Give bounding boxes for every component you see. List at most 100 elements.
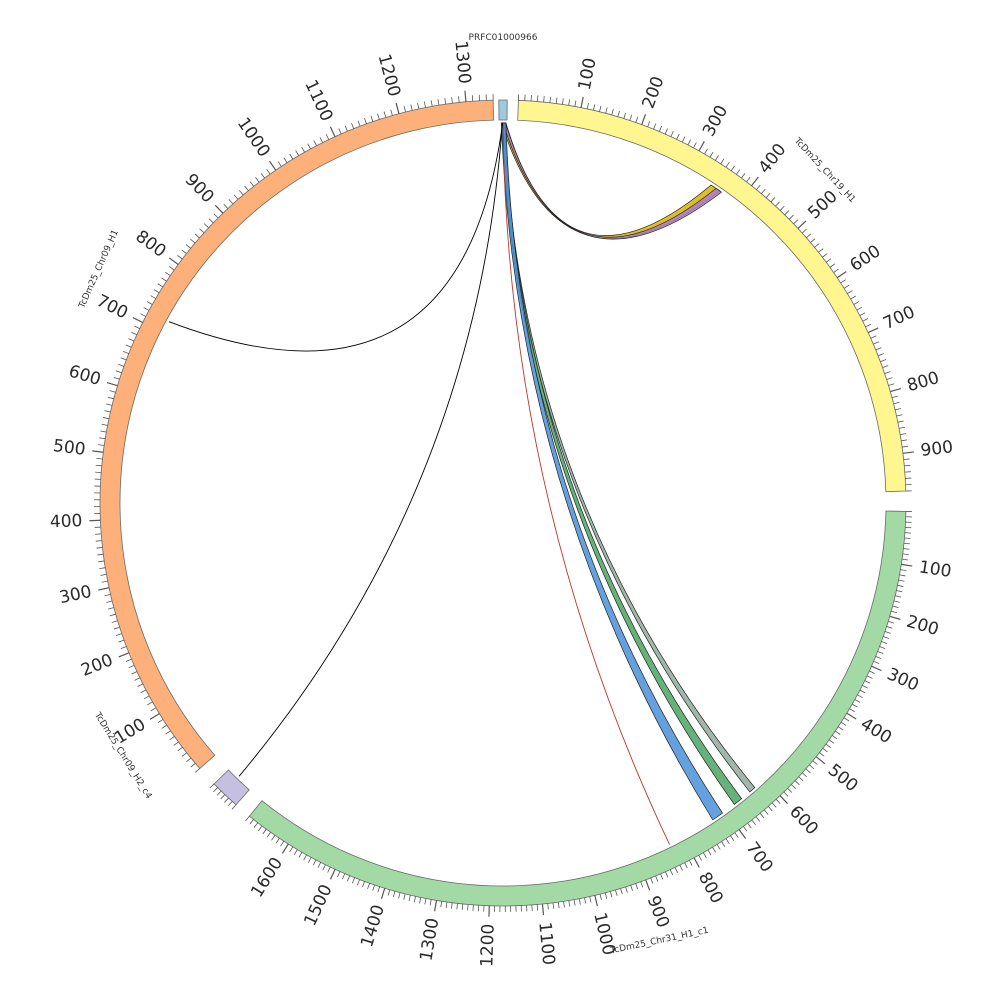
major-tick (780, 796, 788, 804)
minor-tick (606, 107, 608, 113)
minor-tick (425, 899, 426, 905)
minor-tick (308, 857, 311, 862)
minor-tick (147, 302, 152, 305)
minor-tick (883, 366, 889, 368)
minor-tick (337, 872, 339, 877)
minor-tick (100, 431, 106, 432)
tick-label: 900 (643, 893, 673, 930)
minor-tick (284, 158, 287, 163)
minor-tick (575, 101, 576, 107)
tick-label: 700 (93, 291, 131, 323)
minor-tick (682, 137, 685, 142)
minor-tick (112, 621, 118, 623)
minor-tick (320, 137, 323, 142)
major-tick (282, 844, 288, 853)
minor-tick (900, 434, 906, 435)
minor-tick (865, 324, 870, 327)
minor-tick (780, 206, 784, 210)
minor-tick (894, 601, 900, 602)
minor-tick (876, 348, 882, 350)
minor-tick (229, 199, 233, 203)
tick-label: 1500 (300, 882, 336, 930)
minor-tick (593, 104, 594, 110)
major-tick (890, 389, 901, 392)
minor-tick (776, 202, 780, 206)
minor-tick (621, 888, 623, 894)
minor-tick (296, 150, 299, 155)
minor-tick (452, 97, 453, 103)
minor-tick (418, 103, 419, 109)
minor-tick (899, 580, 905, 581)
minor-tick (610, 891, 612, 897)
minor-tick (901, 440, 907, 441)
minor-tick (132, 672, 137, 675)
minor-tick (624, 113, 626, 119)
minor-tick (898, 421, 904, 422)
minor-tick (420, 898, 421, 904)
tick-label: 600 (846, 241, 884, 276)
minor-tick (103, 417, 109, 418)
minor-tick (326, 134, 329, 139)
minor-tick (182, 250, 187, 254)
major-tick (868, 328, 878, 333)
minor-tick (182, 753, 187, 757)
minor-tick (564, 901, 565, 907)
minor-tick (699, 855, 702, 860)
link-ribbon (501, 123, 720, 239)
minor-tick (852, 704, 857, 707)
major-tick (646, 880, 650, 890)
minor-tick (885, 372, 891, 374)
minor-tick (342, 874, 344, 880)
tick-label: 1100 (300, 77, 336, 125)
minor-tick (121, 646, 127, 648)
minor-tick (141, 690, 146, 693)
minor-tick (441, 901, 442, 907)
minor-tick (904, 538, 910, 539)
minor-tick (579, 899, 580, 905)
minor-tick (772, 803, 776, 807)
minor-tick (314, 140, 317, 145)
minor-tick (903, 554, 909, 555)
minor-tick (131, 332, 136, 335)
minor-tick (290, 154, 293, 159)
minor-tick (228, 801, 232, 805)
tick-label: 200 (639, 74, 669, 111)
minor-tick (636, 884, 638, 890)
minor-tick (826, 744, 831, 748)
tick-label: 100 (918, 557, 953, 582)
minor-tick (771, 197, 775, 201)
tick-label: 300 (58, 582, 94, 608)
minor-tick (736, 170, 739, 175)
minor-tick (671, 131, 673, 136)
tick-label: 600 (66, 361, 103, 390)
minor-tick (688, 140, 691, 145)
minor-tick (245, 186, 249, 191)
tick-label: 1200 (373, 52, 403, 99)
minor-tick (158, 719, 163, 722)
minor-tick (99, 568, 105, 569)
minor-tick (717, 844, 720, 849)
segment-contig (499, 100, 507, 120)
minor-tick (569, 901, 570, 907)
minor-tick (399, 893, 401, 899)
minor-tick (880, 360, 886, 362)
minor-tick (726, 839, 729, 844)
minor-tick (267, 169, 270, 174)
minor-tick (819, 249, 824, 253)
minor-tick (384, 112, 386, 118)
minor-tick (788, 788, 792, 792)
minor-tick (819, 753, 824, 757)
minor-tick (760, 813, 764, 818)
minor-tick (904, 459, 910, 460)
minor-tick (834, 269, 839, 272)
major-tick (847, 713, 856, 719)
minor-tick (362, 881, 364, 887)
minor-tick (899, 427, 905, 428)
minor-tick (764, 810, 768, 815)
link-ribbon (503, 123, 722, 239)
minor-tick (854, 302, 859, 305)
minor-tick (431, 100, 432, 106)
minor-tick (844, 718, 849, 721)
minor-tick (829, 740, 834, 744)
